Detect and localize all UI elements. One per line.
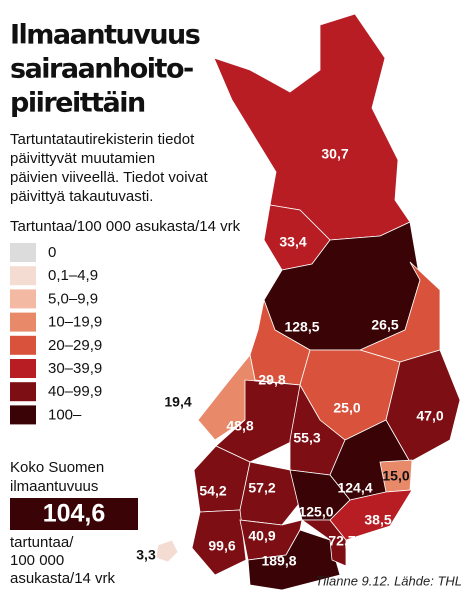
legend: 0 0,1–4,9 5,0–9,9 10–19,9 20–29,9 30–39,9 40–9… [10,243,102,425]
title-line: sairaanhoito- [10,54,193,85]
region-area [249,298,311,386]
region-area [213,13,411,241]
description-line: päivittyä takautuvasti. [10,188,153,205]
region-area [155,539,179,563]
region-label: 30,7 [321,146,348,162]
legend-label: 20–29,9 [48,337,102,354]
region-label: 128,5 [284,319,319,335]
total-heading: ilmaantuvuus [10,478,98,495]
region-label: 189,8 [261,553,296,569]
legend-label: 10–19,9 [48,314,102,331]
region-label: 99,6 [208,538,235,554]
legend-swatch [10,382,36,402]
region-label: 3,3 [136,547,156,563]
legend-label: 0 [48,244,56,261]
region-label: 25,0 [333,400,360,416]
total-unit: 100 000 [10,552,64,569]
region-label: 54,2 [199,483,226,499]
region-area [197,354,256,441]
legend-swatch [10,312,36,332]
description-line: päivittyvät muutamien [10,150,155,167]
region-label: 57,2 [248,480,275,496]
region-label: 48,8 [226,418,253,434]
footer: Tilanne 9.12. Lähde: THL [315,573,462,588]
description-line: päivien viiveellä. Tiedot voivat [10,169,208,186]
region-label: 125,0 [298,504,333,520]
legend-swatch [10,359,36,378]
description-line: Tartuntatautirekisterin tiedot [10,131,195,148]
total-box [10,498,138,530]
total-value: 104,6 [43,500,106,528]
legend-label: 5,0–9,9 [48,290,98,307]
region-label: 38,5 [364,512,391,528]
total-unit: asukasta/14 vrk [10,570,116,587]
total-unit: tartuntaa/ [10,534,74,551]
title-line: piireittäin [10,88,145,119]
total-heading: Koko Suomen [10,459,104,476]
region-label: 19,4 [164,394,191,410]
region-label: 72,7 [328,533,355,549]
legend-label: 30–39,9 [48,360,102,377]
region-area [329,489,413,541]
legend-title: Tartuntaa/100 000 asukasta/14 vrk [10,218,241,235]
legend-swatch [10,266,36,286]
region-label: 55,3 [293,430,320,446]
legend-swatch [10,243,36,262]
region-label: 33,4 [279,234,306,250]
legend-swatch [10,289,36,309]
legend-label: 100– [48,406,82,423]
region-label: 15,0 [382,468,409,484]
region-label: 47,0 [416,408,443,424]
region-label: 124,4 [337,480,372,496]
legend-label: 0,1–4,9 [48,267,98,284]
region-label: 26,5 [371,317,398,333]
region-label: 29,8 [258,372,285,388]
legend-swatch [10,405,36,425]
region-label: 40,9 [248,528,275,544]
map: 30,7 33,4 128,5 26,5 29,8 19,4 48,8 25,0 47,0 55,… [136,13,461,591]
title-line: Ilmaantuvuus [10,20,200,51]
legend-label: 40–99,9 [48,383,102,400]
region-area [191,509,247,576]
legend-swatch [10,335,36,355]
